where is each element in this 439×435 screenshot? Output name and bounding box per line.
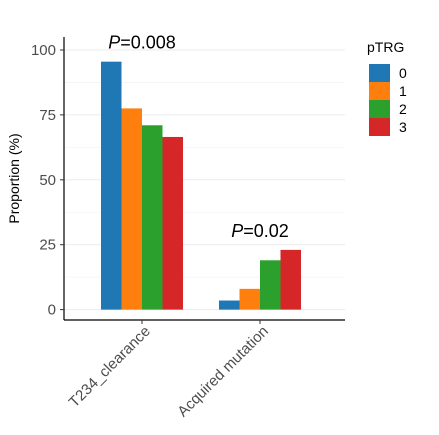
- legend-key-1: [369, 82, 390, 100]
- bars-layer: [101, 61, 301, 310]
- y-tick-label: 50: [39, 172, 56, 189]
- y-tick-label: 25: [39, 237, 56, 254]
- y-axis-title: Proportion (%): [6, 133, 22, 223]
- x-tick-label: T234_clearance: [66, 323, 154, 411]
- axes-layer: [60, 37, 345, 324]
- bar-t234-clearance-series-2: [142, 125, 163, 310]
- legend: pTRG 0 1 2 3: [367, 39, 407, 136]
- legend-label: 0: [399, 65, 407, 81]
- bar-t234-clearance-series-3: [162, 136, 183, 310]
- x-tick-label: Acquired mutation: [174, 323, 272, 421]
- legend-key-3: [369, 118, 390, 136]
- legend-key-2: [369, 100, 390, 118]
- y-tick-label: 75: [39, 107, 56, 124]
- legend-label: 2: [399, 101, 407, 117]
- legend-label: 1: [399, 83, 407, 99]
- bar-t234-clearance-series-0: [101, 61, 122, 310]
- bar-acquired-mutation-series-0: [219, 300, 240, 310]
- legend-title: pTRG: [367, 39, 404, 55]
- y-tick-label: 100: [31, 42, 56, 59]
- bar-acquired-mutation-series-3: [280, 249, 301, 310]
- p-value-annotation: P=0.008: [108, 33, 176, 53]
- bar-acquired-mutation-series-1: [239, 288, 260, 310]
- y-tick-label: 0: [48, 302, 56, 319]
- bar-t234-clearance-series-1: [121, 108, 142, 310]
- bar-acquired-mutation-series-2: [260, 260, 281, 310]
- legend-label: 3: [399, 119, 407, 135]
- legend-key-0: [369, 64, 390, 82]
- p-value-annotation: P=0.02: [231, 221, 289, 241]
